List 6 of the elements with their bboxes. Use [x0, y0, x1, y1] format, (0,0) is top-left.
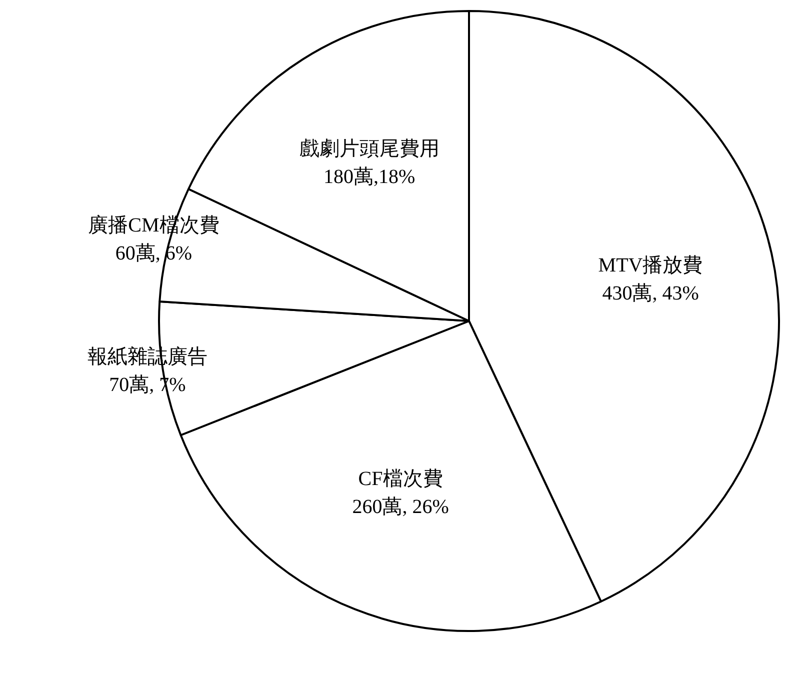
slice-label: 戲劇片頭尾費用 [299, 138, 440, 160]
slice-label: MTV播放費 [598, 254, 703, 277]
slice-label: CF檔次費 [358, 468, 443, 490]
data-label: 430萬, 43% [602, 282, 699, 305]
data-label: 260萬, 26% [352, 496, 449, 518]
data-label: 180萬,18% [324, 166, 416, 188]
